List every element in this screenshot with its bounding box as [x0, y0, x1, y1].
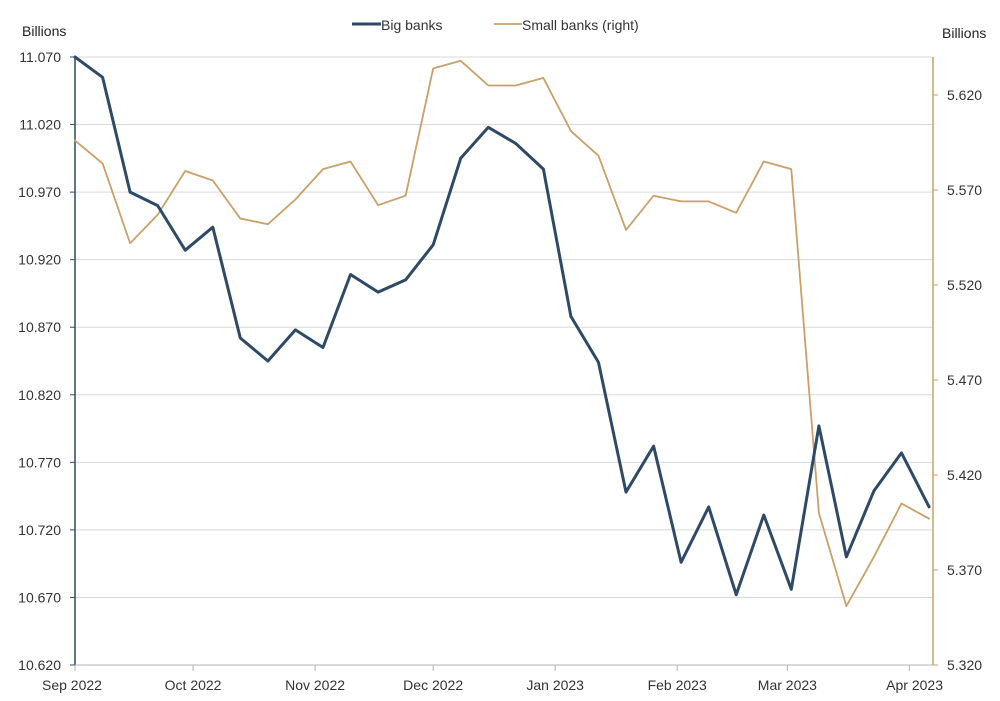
right-tick-label: 5.470: [947, 372, 982, 388]
x-tick-label: Apr 2023: [886, 677, 943, 693]
x-tick-label: Feb 2023: [648, 677, 707, 693]
right-tick-label: 5.570: [947, 182, 982, 198]
axes: [74, 57, 934, 666]
right-axis-ticks: 5.320 5.370 5.420 5.470 5.520 5.570 5.620: [933, 87, 982, 673]
x-tick-label: Oct 2022: [165, 677, 222, 693]
right-axis-unit-label: Billions: [942, 25, 986, 41]
left-tick-label: 10.970: [18, 184, 61, 200]
left-tick-label: 10.670: [18, 589, 61, 605]
x-tick-label: Sep 2022: [42, 677, 102, 693]
left-tick-label: 11.070: [19, 49, 61, 65]
x-tick-label: Jan 2023: [526, 677, 584, 693]
legend-label-big-banks: Big banks: [381, 17, 442, 33]
series-lines: [73, 55, 931, 607]
legend-label-small-banks: Small banks (right): [522, 17, 639, 33]
x-axis-ticks: Sep 2022 Oct 2022 Nov 2022 Dec 2022 Jan 2023…: [42, 665, 943, 693]
series-line-big-banks: [73, 55, 931, 597]
left-tick-label: 10.920: [18, 252, 61, 268]
legend-item-small-banks: Small banks (right): [494, 17, 639, 33]
legend: Big banks Small banks (right): [352, 17, 639, 33]
legend-item-big-banks: Big banks: [352, 17, 442, 33]
left-tick-label: 11.020: [19, 117, 61, 133]
left-tick-label: 10.820: [18, 387, 61, 403]
series-line-small-banks: [74, 59, 930, 607]
right-tick-label: 5.420: [947, 467, 982, 483]
left-tick-label: 10.720: [18, 522, 61, 538]
x-tick-label: Mar 2023: [758, 677, 817, 693]
right-tick-label: 5.370: [947, 562, 982, 578]
left-tick-label: 10.770: [18, 454, 61, 470]
right-tick-label: 5.520: [947, 277, 982, 293]
left-tick-label: 10.870: [18, 319, 61, 335]
right-tick-label: 5.320: [947, 657, 982, 673]
gridlines: [75, 56, 933, 598]
left-tick-label: 10.620: [18, 657, 61, 673]
right-tick-label: 5.620: [947, 87, 982, 103]
x-tick-label: Nov 2022: [285, 677, 345, 693]
left-axis-ticks: 10.620 10.670 10.720 10.770 10.820 10.870 10.9…: [18, 49, 75, 673]
left-axis-unit-label: Billions: [22, 23, 66, 39]
x-tick-label: Dec 2022: [403, 677, 463, 693]
